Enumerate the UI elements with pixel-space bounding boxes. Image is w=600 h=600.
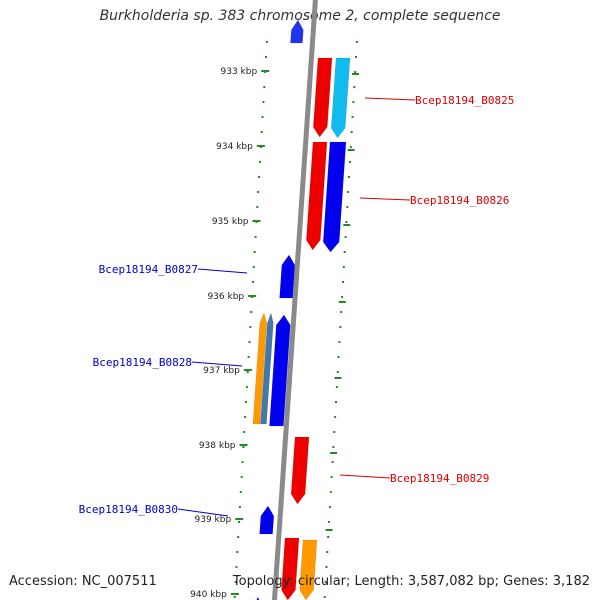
gene-label-leader xyxy=(359,197,411,201)
gene-label-leader xyxy=(339,474,391,479)
tick-label: 938 kbp xyxy=(199,441,236,451)
accession-text: Accession: NC_007511 xyxy=(9,574,157,589)
tick-label: 937 kbp xyxy=(203,366,240,376)
gene-arrow-b0827 xyxy=(279,254,296,299)
gene-label: Bcep18194_B0828 xyxy=(93,356,192,369)
tick-label: 934 kbp xyxy=(216,142,253,152)
gene-label-leader xyxy=(197,268,248,274)
gene-arrow-bottom-red xyxy=(281,537,300,600)
gene-arrow-bottom-blue xyxy=(253,596,263,600)
map-title: Burkholderia sp. 383 chromosome 2, compl… xyxy=(99,8,501,24)
gene-label-leader xyxy=(177,508,229,517)
gene-label: Bcep18194_B0825 xyxy=(415,94,514,107)
gene-label-leader xyxy=(191,361,243,367)
gene-label: Bcep18194_B0826 xyxy=(410,194,509,207)
sequence-backbone xyxy=(271,0,318,600)
gene-arrow-b0828-steel xyxy=(260,312,274,425)
gene-arrow-b0825-cyan xyxy=(330,57,351,139)
gene-label-leader xyxy=(364,97,416,101)
tick-label: 940 kbp xyxy=(190,590,227,600)
gene-label: Bcep18194_B0829 xyxy=(390,472,489,485)
tick-label: 935 kbp xyxy=(212,217,249,227)
gene-arrow-b0826-red xyxy=(306,141,328,251)
summary-text: Topology: circular; Length: 3,587,082 bp… xyxy=(232,574,590,589)
gene-arrow-b0828-orange xyxy=(252,312,268,425)
gene-arrow-b0828-blue xyxy=(269,314,291,427)
gene-arrow-bottom-orange xyxy=(299,539,318,600)
gene-label: Bcep18194_B0827 xyxy=(99,263,198,276)
gene-arrow-b0829 xyxy=(290,436,310,505)
gene-label: Bcep18194_B0830 xyxy=(79,503,178,516)
tick-label: 936 kbp xyxy=(207,292,244,302)
gene-arrow-b0825-red xyxy=(313,57,333,138)
tick-label: 933 kbp xyxy=(221,67,258,77)
gene-arrow-b0826-blue xyxy=(322,141,347,253)
gene-arrow-top-partial xyxy=(290,19,304,44)
tick-label: 939 kbp xyxy=(195,515,232,525)
gene-arrow-b0830 xyxy=(259,505,275,535)
